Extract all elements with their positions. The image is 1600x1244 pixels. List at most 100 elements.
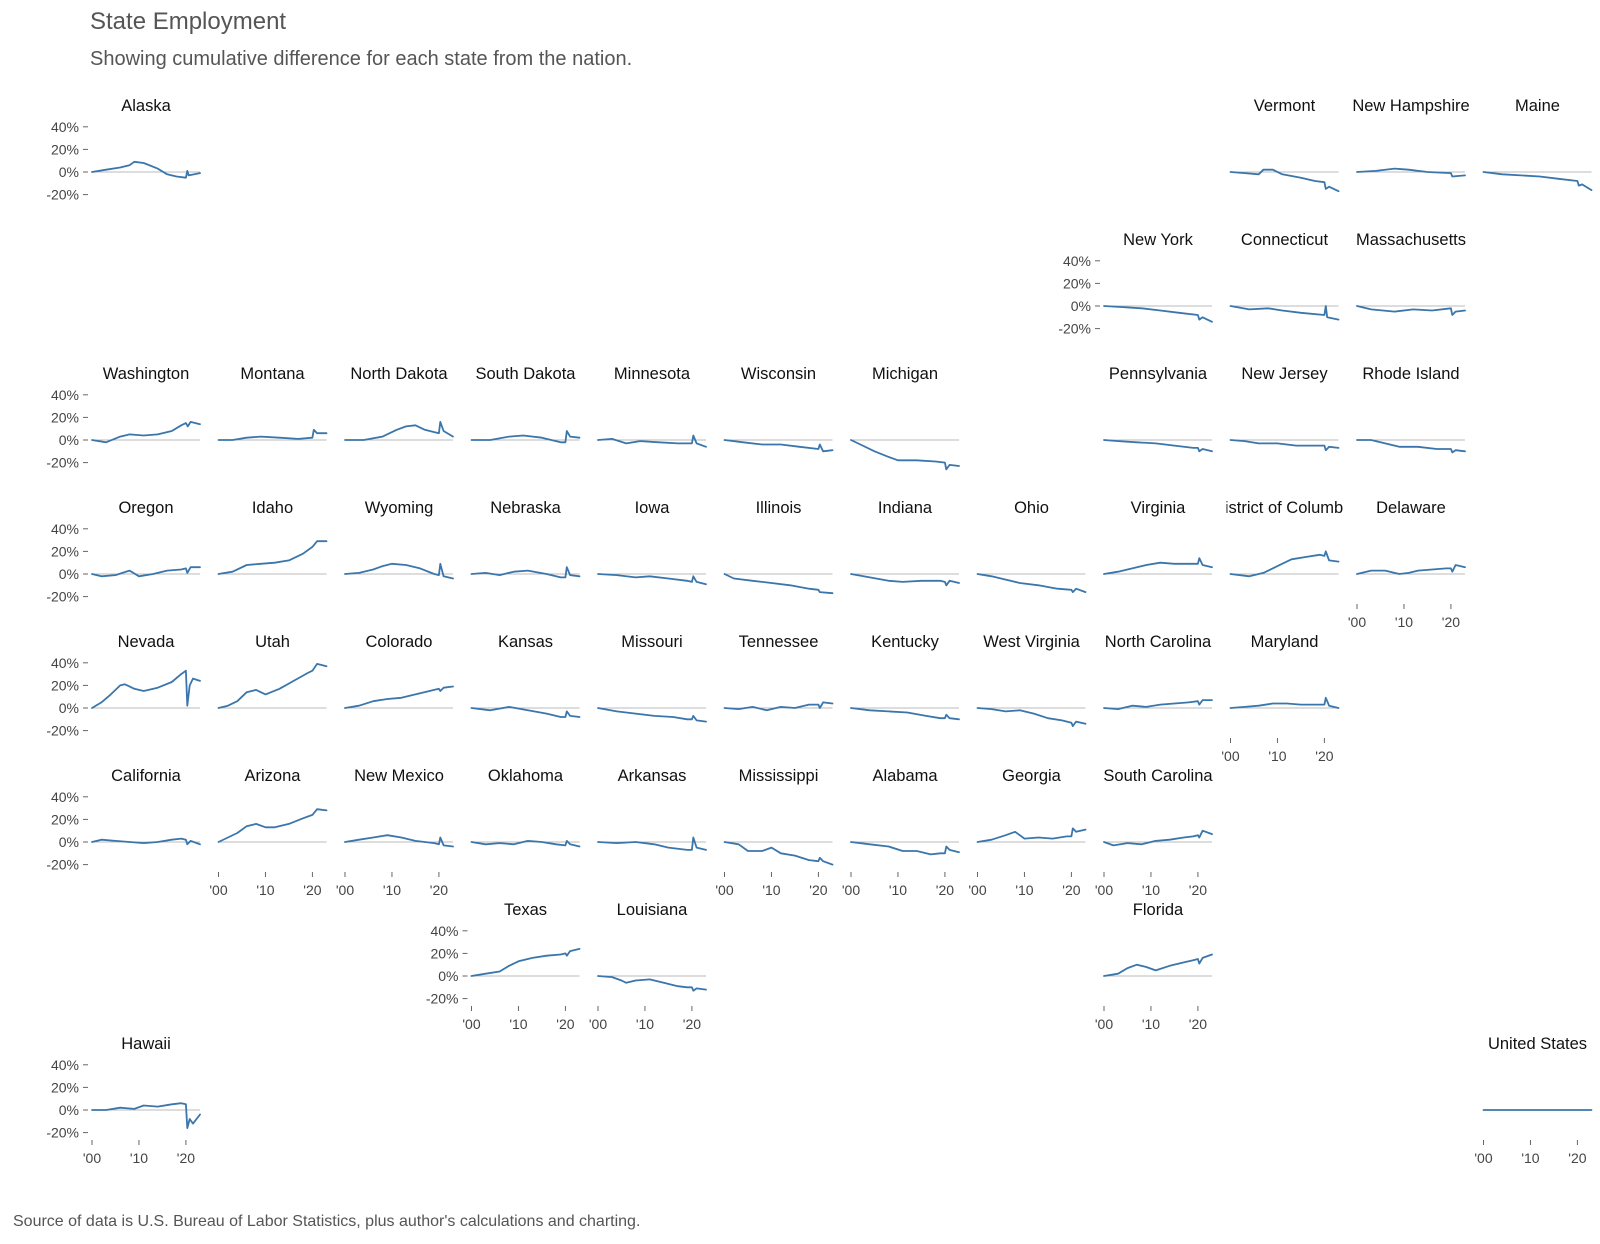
series-line-georgia [976, 827, 1087, 843]
panel-new-york: New York -20% 0% 20% 40% [1058, 231, 1213, 337]
y-tick-label-new-york-1: 0% [1071, 298, 1091, 314]
x-tick-label-georgia-0: '00 [968, 882, 986, 898]
panel-arkansas: Arkansas [597, 767, 707, 851]
x-tick-label-new-mexico-1: '10 [383, 882, 401, 898]
series-line-colorado [344, 685, 454, 709]
x-tick-label-new-mexico-2: '20 [430, 882, 448, 898]
x-tick-label-louisiana-1: '10 [636, 1016, 654, 1032]
series-line-arizona [217, 808, 328, 843]
x-tick-label-south-carolina-0: '00 [1095, 882, 1113, 898]
x-tick-label-maryland-0: '00 [1221, 748, 1239, 764]
x-tick-label-florida-1: '10 [1142, 1016, 1160, 1032]
x-tick-label-maryland-1: '10 [1268, 748, 1286, 764]
y-tick-label-washington-3: 40% [51, 387, 79, 403]
x-tick-label-south-carolina-2: '20 [1189, 882, 1207, 898]
panel-west-virginia: West Virginia [976, 633, 1087, 727]
panel-title-massachusetts: Massachusetts [1356, 231, 1466, 249]
y-tick-label-washington-0: -20% [46, 455, 79, 471]
panel-title-florida: Florida [1133, 901, 1184, 919]
series-line-north-carolina [1103, 699, 1213, 710]
y-tick-label-washington-1: 0% [59, 432, 79, 448]
panel-alabama: Alabama '00 '10 '20 [842, 767, 960, 898]
x-tick-label-united-states-0: '00 [1474, 1150, 1492, 1166]
panel-hawaii: Hawaii -20% 0% 20% 40% '00 '10 '20 [46, 1035, 201, 1166]
x-tick-label-delaware-2: '20 [1442, 614, 1460, 630]
panel-title-maine: Maine [1515, 97, 1560, 115]
series-line-indiana [850, 573, 960, 587]
panel-oklahoma: Oklahoma [470, 767, 581, 848]
x-tick-label-louisiana-2: '20 [683, 1016, 701, 1032]
panel-title-idaho: Idaho [252, 499, 293, 517]
series-line-texas [470, 948, 581, 977]
panel-illinois: Illinois [723, 499, 834, 595]
panel-title-new-hampshire: New Hampshire [1352, 97, 1469, 115]
series-line-rhode-island [1356, 439, 1466, 454]
y-tick-label-california-3: 40% [51, 789, 79, 805]
x-tick-label-arizona-1: '10 [256, 882, 274, 898]
series-line-massachusetts [1356, 305, 1466, 316]
x-tick-label-hawaii-1: '10 [130, 1150, 148, 1166]
y-tick-label-texas-0: -20% [426, 991, 459, 1007]
x-tick-label-hawaii-2: '20 [177, 1150, 195, 1166]
chart-subtitle: Showing cumulative difference for each s… [90, 48, 633, 70]
series-line-nevada [91, 669, 201, 709]
y-tick-label-oregon-3: 40% [51, 521, 79, 537]
panel-title-delaware: Delaware [1376, 499, 1446, 517]
panel-title-montana: Montana [240, 365, 305, 383]
panel-alaska: Alaska -20% 0% 20% 40% [46, 97, 201, 203]
panel-title-pennsylvania: Pennsylvania [1109, 365, 1208, 383]
panel-ohio: Ohio [976, 499, 1087, 593]
x-tick-label-florida-2: '20 [1189, 1016, 1207, 1032]
panel-new-hampshire: New Hampshire [1352, 97, 1469, 178]
panel-title-united-states: United States [1488, 1035, 1587, 1053]
panel-title-nebraska: Nebraska [490, 499, 561, 517]
panel-title-mississippi: Mississippi [739, 767, 819, 785]
panel-kansas: Kansas [470, 633, 581, 718]
panel-michigan: Michigan [850, 365, 960, 471]
series-line-connecticut [1229, 305, 1340, 321]
panel-oregon: Oregon -20% 0% 20% 40% [46, 499, 201, 605]
y-tick-label-hawaii-3: 40% [51, 1057, 79, 1073]
panel-title-tennessee: Tennessee [739, 633, 819, 651]
series-line-michigan [850, 439, 960, 471]
panel-arizona: Arizona '00 '10 '20 [209, 767, 328, 898]
panel-iowa: Iowa [597, 499, 707, 586]
series-line-district-of-columbia [1229, 550, 1340, 578]
panel-tennessee: Tennessee [723, 633, 834, 712]
panel-united-states: United States '00 '10 '20 [1474, 1035, 1593, 1166]
panel-nebraska: Nebraska [470, 499, 581, 579]
panel-south-carolina: South Carolina '00 '10 '20 [1095, 767, 1214, 898]
panel-title-arizona: Arizona [245, 767, 302, 785]
panel-connecticut: Connecticut [1229, 231, 1340, 321]
x-tick-label-florida-0: '00 [1095, 1016, 1113, 1032]
panel-title-illinois: Illinois [756, 499, 802, 517]
panel-title-vermont: Vermont [1254, 97, 1316, 115]
series-line-iowa [597, 573, 707, 586]
source-note: Source of data is U.S. Bureau of Labor S… [13, 1213, 641, 1230]
x-tick-label-georgia-1: '10 [1015, 882, 1033, 898]
panel-title-washington: Washington [103, 365, 190, 383]
panel-virginia: Virginia [1103, 499, 1213, 575]
series-line-utah [217, 663, 328, 709]
panel-north-carolina: North Carolina [1103, 633, 1213, 710]
panel-georgia: Georgia '00 '10 '20 [968, 767, 1087, 898]
series-line-florida [1103, 953, 1213, 977]
series-line-maryland [1229, 696, 1340, 709]
panel-title-alaska: Alaska [121, 97, 171, 115]
panel-title-new-mexico: New Mexico [354, 767, 444, 785]
panel-title-alabama: Alabama [872, 767, 938, 785]
panel-title-maryland: Maryland [1251, 633, 1319, 651]
x-tick-label-united-states-2: '20 [1568, 1150, 1586, 1166]
series-line-south-carolina [1103, 829, 1213, 847]
panel-title-nevada: Nevada [118, 633, 176, 651]
series-line-virginia [1103, 557, 1213, 575]
panel-utah: Utah [217, 633, 328, 709]
panel-montana: Montana [217, 365, 328, 441]
panel-title-oregon: Oregon [118, 499, 173, 517]
y-tick-label-california-2: 20% [51, 811, 79, 827]
y-tick-label-alaska-1: 0% [59, 164, 79, 180]
panel-title-wyoming: Wyoming [365, 499, 434, 517]
panel-wisconsin: Wisconsin [723, 365, 834, 453]
x-tick-label-south-carolina-1: '10 [1142, 882, 1160, 898]
